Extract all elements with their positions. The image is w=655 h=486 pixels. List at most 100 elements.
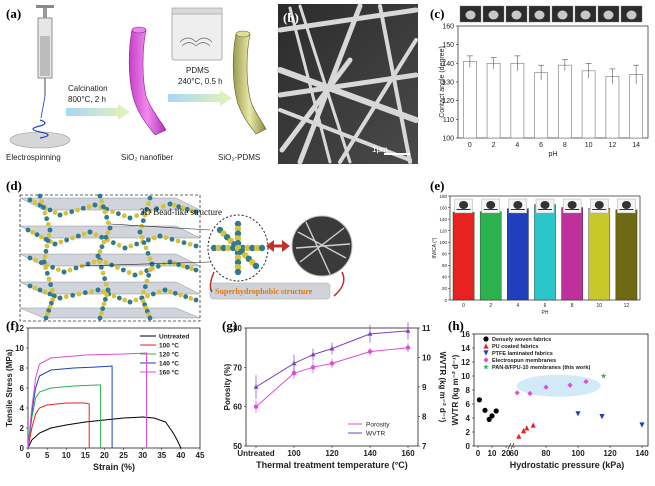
bead: [91, 259, 97, 265]
bead: [110, 240, 116, 246]
legend-label: Untreated: [159, 334, 189, 341]
bar: [510, 62, 525, 139]
x-tick-label: 10: [585, 142, 593, 149]
bead: [32, 285, 38, 291]
bead: [134, 213, 140, 219]
bead: [75, 233, 81, 239]
y-tick-label: 60: [442, 263, 448, 268]
panel-label-a: (a): [6, 6, 21, 21]
y-tick-label: 100: [442, 136, 454, 143]
bead: [45, 238, 51, 244]
x-tick-label: 100: [571, 449, 585, 458]
bead: [104, 214, 110, 220]
series-line: [27, 352, 147, 449]
x-tick-label: 35: [157, 451, 166, 460]
bead: [105, 220, 111, 226]
label-box: [209, 282, 331, 300]
bead: [234, 264, 242, 271]
bead: [81, 231, 87, 237]
y-tick-label: 0: [20, 444, 25, 453]
x-axis-label: Thermal treatment temperature (°C): [256, 460, 408, 470]
bead: [189, 266, 195, 272]
droplet-icon: [511, 10, 522, 20]
y-axis-label: Tensile Stress (MPa): [5, 349, 14, 427]
droplet-icon: [488, 10, 499, 20]
y-tick-label: 4: [466, 414, 471, 423]
bead: [45, 221, 51, 227]
bead: [57, 295, 63, 301]
data-point: [486, 416, 492, 422]
bead: [61, 269, 67, 275]
label-superhydrophobic: Superhydrophobic structure: [215, 287, 313, 296]
bead: [27, 255, 33, 261]
series-line: [255, 330, 409, 388]
y-tick-label: 160: [442, 24, 454, 31]
bead: [169, 236, 175, 242]
nanofiber-icon: [128, 29, 167, 136]
y-axis-label: θWCA (°): [432, 237, 438, 258]
data-point: [310, 365, 316, 370]
bead: [103, 281, 109, 287]
sem-fibers: [277, 3, 419, 165]
bead: [181, 240, 187, 246]
droplet-icon: [603, 10, 614, 20]
data-point: [405, 328, 411, 333]
data-point: [524, 425, 530, 431]
x-tick-label: 30: [138, 451, 147, 460]
panel-label-d: (d): [6, 178, 22, 193]
bead: [175, 238, 181, 244]
x-tick-label: 2: [489, 303, 492, 309]
bead: [139, 223, 145, 229]
layered-membrane-illustration: [19, 193, 201, 322]
step-sio2-pdms: SiO₂-PDMS: [218, 153, 260, 162]
y2-tick-label: 7: [422, 442, 427, 451]
x-tick-label: 25: [119, 451, 128, 460]
droplet-icon: [567, 201, 577, 209]
y-tick-label: 80: [442, 252, 448, 257]
x-tick-label: Untreated: [237, 449, 274, 458]
bead: [69, 209, 75, 215]
droplet-icon: [465, 10, 476, 20]
bead: [55, 267, 61, 273]
x-tick-label: 20: [502, 449, 511, 458]
bead: [244, 244, 251, 252]
chart-e: (e) 0 20 40 60 80 100 120 140 160 180 0 2 4 6 8 10 12 PH θ…: [430, 178, 641, 316]
bead: [154, 206, 160, 212]
bead: [193, 243, 199, 249]
bead: [145, 237, 151, 243]
y-tick-label: 150: [442, 42, 454, 49]
bead: [33, 257, 39, 263]
x-tick-label: 15: [81, 451, 90, 460]
bead: [97, 248, 103, 254]
bead: [97, 259, 103, 265]
bead: [141, 240, 147, 246]
bar: [605, 76, 620, 139]
sem-inset-fibers: [295, 221, 351, 275]
x-tick-label: 8: [571, 303, 574, 309]
panel-label-e: (e): [430, 178, 444, 193]
bead: [32, 200, 38, 205]
bead: [137, 229, 143, 235]
y-tick-label: 12: [461, 358, 470, 367]
y-tick-label: 180: [439, 194, 447, 199]
legend-label: PAN-8/FPU-10 membranes (this work): [492, 365, 590, 371]
scale-bar-label: 1μm: [372, 145, 388, 154]
data-point: [329, 361, 335, 366]
bead: [104, 292, 110, 298]
data-point: [521, 428, 527, 434]
y-tick-label: 110: [443, 117, 454, 124]
y-tick-label: 40: [442, 275, 448, 280]
bar: [479, 211, 502, 301]
x-tick-label: 80: [542, 449, 551, 458]
bead: [210, 244, 218, 252]
bead: [103, 234, 109, 240]
arrow1-label-1: Calcination: [68, 84, 108, 93]
arrow1-label-2: 800°C, 2 h: [68, 95, 106, 104]
y-tick-label: 50: [233, 442, 242, 451]
y-tick-label: 0: [444, 298, 447, 303]
y-tick-label: 2: [466, 428, 471, 437]
x-tick-label: 0: [476, 449, 481, 458]
panel-label-f: (f): [6, 318, 19, 333]
x-tick-label: 20: [100, 451, 109, 460]
chart-g: (g) Untreated 100 120 140 160 50 60 70 80 7 8 9 10 11…: [222, 318, 447, 470]
